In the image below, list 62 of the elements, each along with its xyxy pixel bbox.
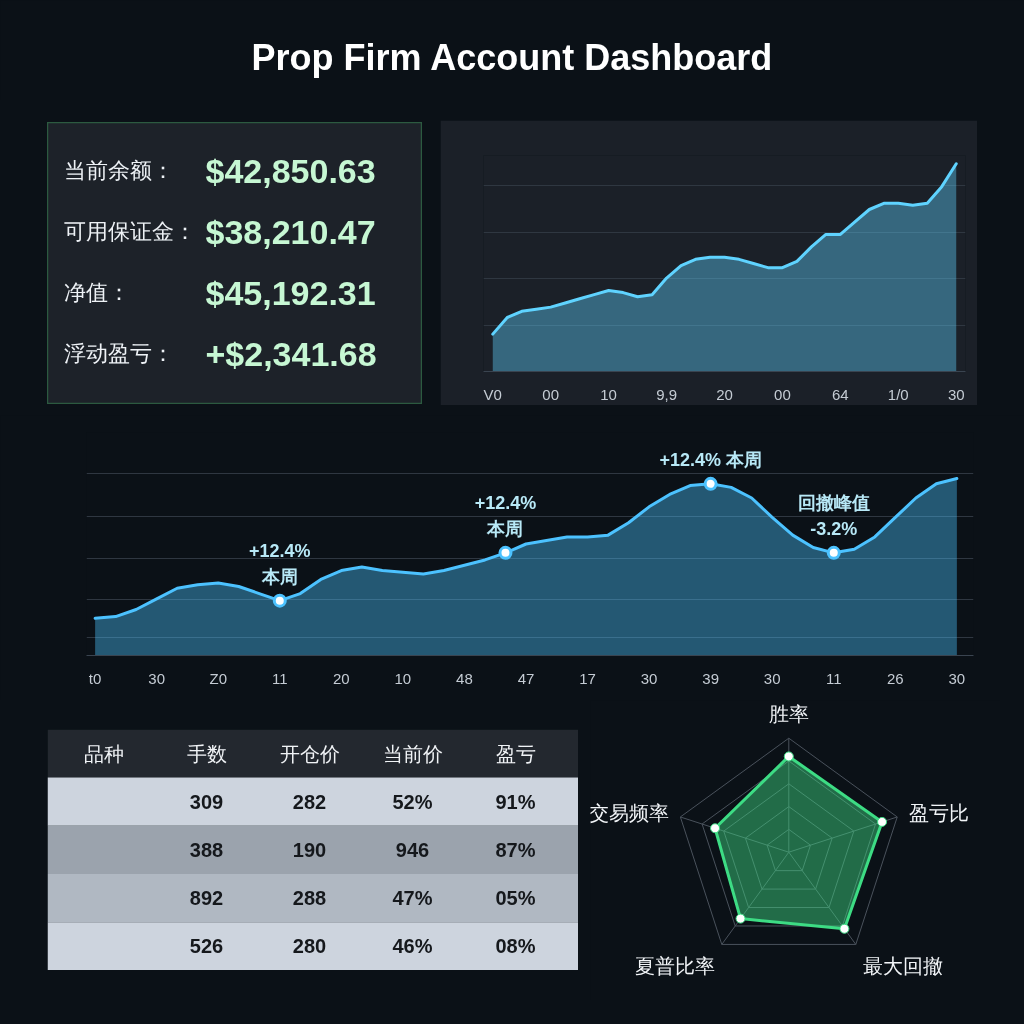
annotation: +12.4% 本周 xyxy=(474,492,537,539)
category-label: 手数 xyxy=(186,741,227,766)
text: $42,850.63 xyxy=(205,151,376,190)
text: 388 xyxy=(189,838,224,861)
text: $38,210.47 xyxy=(205,212,376,251)
x-tick-label: 20 xyxy=(716,385,733,403)
text: 当前余额： xyxy=(63,158,174,183)
text: 52% xyxy=(392,790,433,813)
text: 91% xyxy=(495,790,536,813)
x-tick-label: 11 xyxy=(825,669,842,687)
x-tick-label: 30 xyxy=(640,669,658,687)
annotation: +12.4% 本周 xyxy=(659,449,762,470)
annotation: 回撤峰值 -3.2% xyxy=(797,492,870,539)
text: 08% xyxy=(495,935,536,958)
text: 46% xyxy=(392,935,433,958)
spoke-label: 夏普比率 xyxy=(634,954,715,979)
x-tick-label: 9,9 xyxy=(656,385,677,403)
x-tick-label: 00 xyxy=(774,385,791,403)
text: $45,192.31 xyxy=(205,273,376,312)
x-tick-label: 20 xyxy=(332,669,350,687)
text: Prop Firm Account Dashboard xyxy=(251,37,773,78)
text: 526 xyxy=(189,935,224,958)
x-tick-label: 1/0 xyxy=(887,385,909,403)
text: 282 xyxy=(292,790,327,813)
text: +$2,341.68 xyxy=(205,334,377,373)
x-tick-label: 30 xyxy=(763,669,781,687)
text: 190 xyxy=(292,838,327,861)
x-tick-label: 30 xyxy=(948,669,966,687)
text: 净值： xyxy=(63,280,130,305)
x-tick-label: Z0 xyxy=(209,669,227,687)
x-tick-label: V0 xyxy=(483,385,502,403)
x-tick-label: 64 xyxy=(832,385,849,403)
text: 87% xyxy=(495,838,536,861)
annotation: +12.4% 本周 xyxy=(249,540,311,587)
x-tick-label: 00 xyxy=(542,385,560,403)
x-tick-label: 17 xyxy=(579,669,596,687)
text: 47% xyxy=(392,887,433,910)
text: 280 xyxy=(292,935,327,958)
x-tick-label: 47 xyxy=(517,669,535,687)
category-label: 当前价 xyxy=(382,741,443,766)
category-label: 开仓价 xyxy=(279,741,340,766)
category-label: 盈亏 xyxy=(495,741,536,766)
spoke-label: 胜率 xyxy=(768,702,809,727)
x-tick-label: t0 xyxy=(88,669,102,687)
text: 288 xyxy=(292,887,327,910)
x-tick-label: 10 xyxy=(394,669,412,687)
x-tick-label: 11 xyxy=(271,669,288,687)
x-tick-label: 39 xyxy=(702,669,719,687)
text: 309 xyxy=(189,790,224,813)
spoke-label: 最大回撤 xyxy=(862,954,943,979)
text: 浮动盈亏： xyxy=(63,341,174,366)
text: 946 xyxy=(395,838,430,861)
text: 可用保证金： xyxy=(63,219,196,244)
x-tick-label: 30 xyxy=(148,669,166,687)
text: 05% xyxy=(495,887,536,910)
x-tick-label: 10 xyxy=(600,385,617,403)
x-tick-label: 30 xyxy=(947,385,965,403)
spoke-label: 盈亏比 xyxy=(908,801,969,826)
category-label: 品种 xyxy=(83,741,124,766)
text: 892 xyxy=(189,887,224,910)
x-tick-label: 26 xyxy=(886,669,904,687)
x-tick-label: 48 xyxy=(456,669,473,687)
